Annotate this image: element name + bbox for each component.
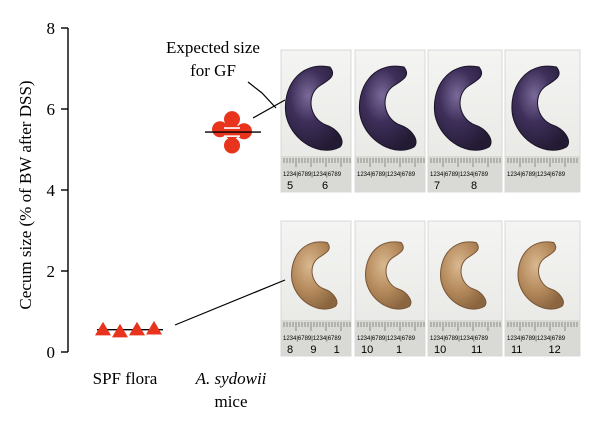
ruler-number: 7 [434, 180, 440, 192]
photo-frame [427, 220, 503, 357]
ruler-number: 1 [396, 344, 402, 356]
category-labels: SPF flora A. sydowii mice [93, 369, 267, 411]
y-tick-label: 6 [47, 100, 56, 119]
annotation-pointer [247, 81, 277, 109]
ruler [281, 320, 351, 356]
ruler [505, 156, 580, 192]
y-tick-label: 2 [47, 262, 56, 281]
cecum-organ [440, 241, 487, 310]
ruler-number: 12 [549, 344, 561, 356]
data-point-triangle [95, 321, 111, 336]
data-point-triangle [129, 321, 145, 336]
data-point-circle [212, 121, 228, 138]
connector-line [174, 279, 286, 326]
data-points [95, 111, 261, 338]
ruler [428, 156, 502, 192]
cecum-organ [365, 241, 412, 310]
ruler-text: 1234|6789|1234|6789 [430, 172, 489, 178]
photo-enlarged-cecum: 1234|6789|1234|6789 [354, 49, 426, 193]
annotation-text: Expected size [166, 38, 260, 57]
ruler-text: 1234|6789|1234|6789 [357, 172, 416, 178]
ruler-number: 11 [511, 344, 522, 356]
data-point-circle [224, 137, 240, 154]
ruler-text: 1234|6789|1234|6789 [507, 172, 566, 178]
photo-frame [504, 220, 581, 357]
ruler [505, 320, 580, 356]
cecum-organ [517, 241, 564, 310]
photo-frame [504, 49, 581, 193]
y-tick-label: 0 [47, 343, 56, 362]
ruler-text: 1234|6789|1234|6789 [283, 172, 342, 178]
photo-normal-cecum: 1234|6789|1234|6789 10 1 [354, 220, 426, 357]
y-axis: 0 2 4 6 8 Cecum size (% of BW after DSS) [16, 19, 69, 362]
cecum-organ [358, 65, 417, 151]
photo-normal-cecum: 1234|6789|1234|6789 10 11 [427, 220, 503, 357]
category-label: SPF flora [93, 369, 158, 388]
photo-frame [280, 49, 352, 193]
photo-normal-cecum: 1234|6789|1234|6789 11 12 [504, 220, 581, 357]
connector-line [252, 99, 286, 119]
ruler [355, 320, 425, 356]
ruler-number: 1 [334, 344, 340, 356]
cecum-organ [291, 241, 338, 310]
ruler-number: 10 [361, 344, 373, 356]
cecum-organ [511, 65, 570, 151]
annotation-text-line2: for GF [190, 61, 236, 80]
ruler-text: 1234|6789|1234|6789 [507, 336, 566, 342]
ruler-text: 1234|6789|1234|6789 [357, 336, 416, 342]
photo-frame [280, 220, 352, 357]
photo-enlarged-cecum: 1234|6789|1234|6789 5 6 [280, 49, 352, 193]
ruler-number: 8 [471, 180, 477, 192]
category-label: A. sydowii [195, 369, 267, 388]
annotations: Expected size for GF [166, 38, 286, 326]
ruler-number: 6 [322, 180, 328, 192]
data-point-triangle [112, 323, 128, 338]
cecum-organ [433, 65, 492, 151]
cecum-organ [284, 65, 343, 151]
ruler [281, 156, 351, 192]
ruler-number: 8 [287, 344, 293, 356]
photo-frame [354, 49, 426, 193]
ruler [428, 320, 502, 356]
ruler-number: 11 [471, 344, 482, 356]
photo-enlarged-cecum: 1234|6789|1234|6789 [504, 49, 581, 193]
data-point-triangle [146, 320, 162, 335]
photo-frame [354, 220, 426, 357]
y-axis-label: Cecum size (% of BW after DSS) [16, 80, 35, 309]
ruler-number: 10 [434, 344, 446, 356]
y-tick-label: 4 [47, 181, 56, 200]
category-label-line2: mice [214, 392, 247, 411]
ruler [355, 156, 425, 192]
data-point-circle [224, 111, 240, 128]
ruler-number: 5 [287, 180, 293, 192]
ruler-text: 1234|6789|1234|6789 [430, 336, 489, 342]
photo-enlarged-cecum: 1234|6789|1234|6789 7 8 [427, 49, 503, 193]
ruler-number: 9 [310, 344, 316, 356]
photo-normal-cecum: 1234|6789|1234|6789 8 9 1 [280, 220, 352, 357]
y-tick-label: 8 [47, 19, 56, 38]
ruler-text: 1234|6789|1234|6789 [283, 336, 342, 342]
photo-frame [427, 49, 503, 193]
